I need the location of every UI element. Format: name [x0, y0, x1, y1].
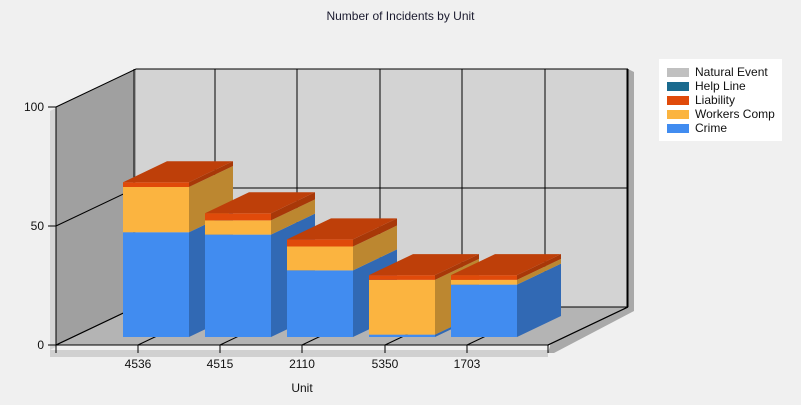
chart-title: Number of Incidents by Unit — [326, 9, 475, 23]
bar-segment-side — [353, 218, 397, 247]
x-tick-label: 1703 — [454, 357, 481, 371]
bar-segment-front — [287, 270, 353, 337]
bar-segment-side — [353, 225, 397, 271]
legend-swatch — [667, 110, 689, 119]
legend-swatch — [667, 82, 689, 91]
legend-item: Natural Event — [667, 66, 768, 78]
bar-segment-front — [451, 275, 517, 280]
x-tick-label: 5350 — [372, 357, 399, 371]
bar-segment-side — [517, 254, 561, 280]
bar-segment-front — [205, 234, 271, 337]
bar-segment-side — [517, 258, 561, 285]
bar-top — [287, 218, 397, 240]
legend-label: Liability — [695, 93, 736, 107]
x-axis-title: Unit — [291, 381, 313, 395]
x-tick-label: 4536 — [125, 357, 152, 371]
bar-segment-front — [205, 220, 271, 235]
bar-top — [369, 254, 479, 276]
bar-segment-front — [287, 239, 353, 247]
legend-label: Workers Comp — [695, 107, 775, 121]
bar-segment-front — [369, 334, 435, 337]
bar-segment-front — [123, 232, 189, 337]
x-tick-label: 2110 — [289, 357, 315, 371]
bar-segment-front — [287, 246, 353, 271]
bar-segment-side — [435, 254, 479, 280]
legend-label: Help Line — [695, 79, 746, 93]
gridline-floor — [55, 306, 137, 346]
legend-item: Help Line — [667, 80, 746, 92]
gridline-left-wall — [55, 187, 137, 227]
legend-swatch — [667, 96, 689, 105]
legend-item: Workers Comp — [667, 108, 775, 120]
bar-segment-front — [451, 279, 517, 285]
y-tick-label: 0 — [37, 338, 44, 352]
y-tick-label: 100 — [24, 100, 44, 114]
bar-segment-front — [369, 279, 435, 335]
bar-segment-front — [123, 187, 189, 233]
bar-segment-front — [205, 213, 271, 221]
legend-label: Natural Event — [695, 65, 768, 79]
bar-segment-side — [517, 263, 561, 337]
gridline-left-wall — [55, 68, 137, 108]
legend-swatch — [667, 124, 689, 133]
bar-segment-side — [271, 192, 315, 221]
bar-segment-front — [123, 182, 189, 188]
bar-top — [123, 161, 233, 183]
legend-swatch — [667, 68, 689, 77]
bar-segment-side — [189, 161, 233, 188]
bar-top — [205, 192, 315, 214]
legend: Natural Event Help Line Liability Workers C… — [659, 59, 782, 141]
bar-segment-front — [451, 284, 517, 337]
bar-top — [451, 254, 561, 276]
legend-item: Liability — [667, 94, 735, 106]
x-tick-label: 4515 — [207, 357, 234, 371]
floor-shadow — [50, 350, 548, 357]
legend-label: Crime — [695, 121, 727, 135]
bar-segment-front — [369, 275, 435, 280]
legend-item: Crime — [667, 122, 727, 134]
floor-right-border — [547, 306, 629, 346]
bar-segment-side — [271, 199, 315, 235]
y-tick-label: 50 — [31, 219, 45, 233]
